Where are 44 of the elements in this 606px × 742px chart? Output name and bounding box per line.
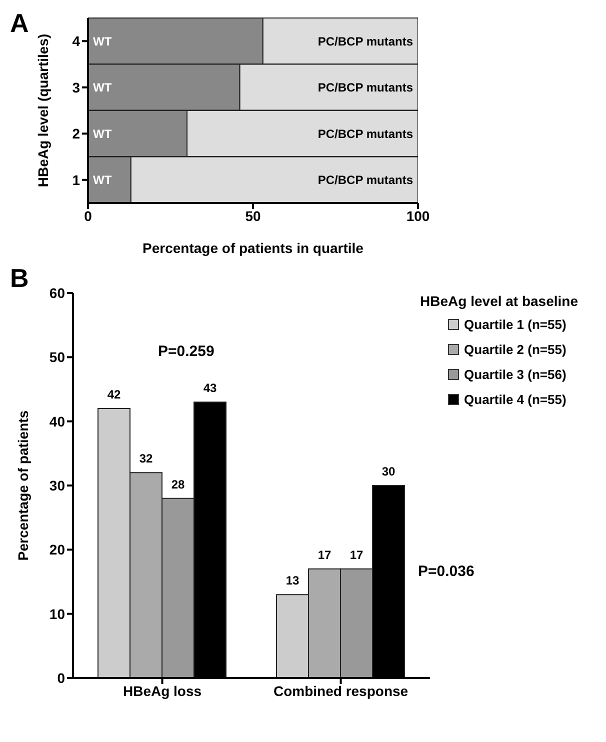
legend-label: Quartile 1 (n=55) [464, 317, 566, 332]
y-tick-label: 60 [49, 284, 66, 301]
x-tick-label: HBeAg loss [122, 682, 202, 699]
x-axis-title: Percentage of patients in quartile [142, 240, 364, 256]
text: PC/BCP mutants [318, 80, 413, 95]
y-tick-label: 30 [49, 477, 66, 494]
annotation: P=0.259 [158, 343, 214, 360]
y-axis-title: Percentage of patients [14, 410, 31, 561]
data-label: 43 [203, 381, 217, 396]
series-label: WT [93, 34, 112, 48]
y-tick-label: 10 [49, 606, 66, 622]
y-tick-label: 4 [72, 33, 80, 50]
legend-label: Quartile 4 (n=55) [464, 392, 566, 407]
data-label: 42 [107, 388, 121, 402]
legend-label: Quartile 3 (n=56) [464, 367, 566, 382]
x-tick-label: 0 [84, 208, 92, 224]
data-label: 13 [286, 574, 300, 588]
y-tick-label: 40 [49, 413, 66, 430]
legend-title: HBeAg level at baseline [420, 293, 578, 309]
y-tick-label: 3 [72, 79, 80, 96]
y-axis-title: HBeAg level (quartiles) [34, 34, 51, 188]
text: WT [93, 80, 112, 95]
data-label: 17 [350, 548, 364, 562]
y-tick-label: 2 [72, 126, 80, 142]
x-tick-label: Combined response [273, 682, 408, 699]
y-tick-label: 50 [49, 349, 66, 366]
data-label: 32 [139, 452, 153, 466]
y-tick-label: 0 [57, 670, 66, 686]
x-tick-label: 100 [406, 208, 430, 224]
annotation: P=0.036 [418, 563, 474, 580]
text: WT [93, 173, 112, 188]
chart-title: B [10, 263, 29, 294]
chart-title: A [10, 8, 29, 39]
x-tick-label: 50 [245, 208, 261, 224]
text: PC/BCP mutants [318, 173, 413, 188]
series-label: PC/BCP mutants [318, 34, 414, 48]
y-tick-label: 20 [49, 542, 66, 558]
data-label: 28 [171, 477, 185, 492]
data-label: 30 [382, 464, 396, 478]
y-tick-label: 1 [72, 172, 80, 188]
data-label: 17 [318, 548, 332, 562]
legend-label: Quartile 2 (n=55) [464, 342, 566, 357]
text: WT [93, 126, 112, 141]
text: PC/BCP mutants [318, 126, 413, 141]
